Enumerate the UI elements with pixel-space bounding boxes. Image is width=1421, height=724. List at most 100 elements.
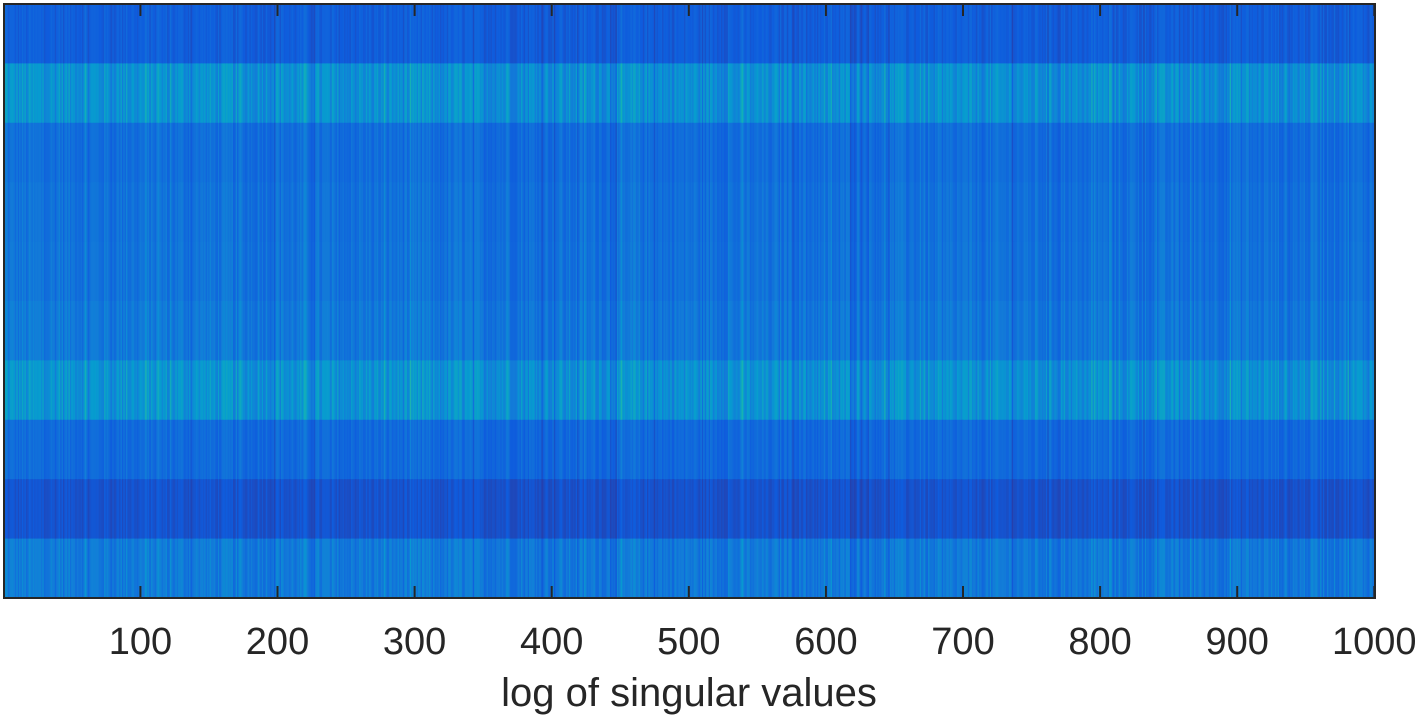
heatmap-cell: [367, 182, 370, 242]
heatmap-cell: [1093, 182, 1096, 242]
heatmap-cell: [215, 63, 217, 124]
heatmap-cell: [1085, 4, 1088, 64]
heatmap-cell: [1104, 182, 1107, 242]
heatmap-cell: [1067, 122, 1070, 183]
heatmap-cell: [391, 63, 394, 124]
heatmap-cell: [65, 241, 68, 302]
heatmap-cell: [1146, 122, 1148, 183]
heatmap-cell: [120, 122, 123, 183]
heatmap-cell: [64, 241, 67, 302]
heatmap-cell: [730, 4, 733, 64]
heatmap-cell: [653, 4, 656, 64]
heatmap-cell: [1213, 63, 1215, 124]
heatmap-cell: [1133, 63, 1136, 124]
heatmap-cell: [419, 122, 422, 183]
heatmap-cell: [486, 241, 489, 302]
heatmap-cell: [1351, 4, 1354, 64]
heatmap-cell: [1280, 122, 1283, 183]
heatmap-cell: [323, 4, 326, 64]
heatmap-cell: [1299, 122, 1302, 183]
heatmap-cell: [164, 241, 167, 302]
heatmap-cell: [149, 122, 152, 183]
heatmap-cell: [211, 63, 213, 124]
heatmap-cell: [1310, 63, 1313, 124]
heatmap-cell: [662, 241, 664, 302]
heatmap-cell: [105, 182, 108, 242]
heatmap-cell: [51, 241, 54, 302]
heatmap-cell: [466, 122, 468, 183]
heatmap-cell: [364, 63, 367, 124]
heatmap-cell: [675, 241, 678, 302]
heatmap-cell: [1350, 182, 1353, 242]
heatmap-cell: [182, 122, 184, 183]
heatmap-cell: [1059, 4, 1062, 64]
heatmap-cell: [119, 63, 121, 124]
heatmap-cell: [71, 63, 73, 124]
heatmap-cell: [1022, 122, 1025, 183]
heatmap-cell: [93, 182, 95, 242]
heatmap-cell: [989, 122, 992, 183]
heatmap-cell: [386, 241, 389, 302]
heatmap-cell: [1272, 122, 1274, 183]
heatmap-cell: [570, 4, 572, 64]
heatmap-cell: [797, 4, 800, 64]
heatmap-cell: [1309, 122, 1311, 183]
heatmap-cell: [902, 182, 904, 242]
heatmap-cell: [1228, 182, 1231, 242]
heatmap-cell: [634, 182, 637, 242]
heatmap-cell: [69, 182, 72, 242]
heatmap-cell: [693, 182, 696, 242]
heatmap-cell: [98, 4, 101, 64]
heatmap-cell: [902, 241, 904, 302]
heatmap-cell: [1314, 4, 1317, 64]
heatmap-cell: [1250, 63, 1253, 124]
heatmap-cell: [1135, 241, 1137, 302]
heatmap-cell: [257, 122, 260, 183]
heatmap-cell: [126, 241, 128, 302]
heatmap-cell: [470, 4, 472, 64]
heatmap-cell: [815, 122, 818, 183]
heatmap-cell: [1165, 182, 1168, 242]
heatmap-cell: [945, 241, 948, 302]
heatmap-cell: [1103, 4, 1106, 64]
heatmap-cell: [367, 241, 370, 302]
heatmap-cell: [211, 182, 213, 242]
heatmap-cell: [551, 63, 553, 124]
heatmap-cell: [1292, 63, 1295, 124]
heatmap-cell: [779, 182, 782, 242]
heatmap-cell: [923, 122, 926, 183]
heatmap-cell: [847, 182, 849, 242]
heatmap-cell: [668, 63, 671, 124]
heatmap-cell: [110, 4, 113, 64]
heatmap-cell: [1353, 63, 1355, 124]
heatmap-cell: [1161, 241, 1163, 302]
heatmap-cell: [1340, 63, 1343, 124]
heatmap-cell: [1041, 4, 1044, 64]
heatmap-cell: [630, 182, 633, 242]
heatmap-cell: [677, 182, 679, 242]
heatmap-cell: [490, 63, 493, 124]
heatmap-cell: [1226, 182, 1229, 242]
heatmap-cell: [874, 241, 877, 302]
heatmap-cell: [445, 122, 448, 183]
heatmap-cell: [933, 63, 936, 124]
heatmap-cell: [308, 63, 311, 124]
heatmap-cell: [1344, 4, 1347, 64]
heatmap-cell: [907, 182, 910, 242]
heatmap-cell: [487, 241, 490, 302]
heatmap-cell: [668, 4, 671, 64]
heatmap-cell: [652, 182, 655, 242]
heatmap-cell: [279, 182, 282, 242]
heatmap-cell: [755, 182, 758, 242]
heatmap-cell: [840, 63, 843, 124]
heatmap-cell: [183, 63, 186, 124]
heatmap-cell: [264, 241, 267, 302]
heatmap-cell: [205, 4, 208, 64]
heatmap-cell: [161, 4, 164, 64]
heatmap-cell: [908, 63, 911, 124]
heatmap-cell: [1155, 63, 1158, 124]
heatmap-cell: [555, 63, 557, 124]
heatmap-cell: [1365, 241, 1368, 302]
heatmap-cell: [999, 122, 1002, 183]
heatmap-cell: [1274, 63, 1277, 124]
